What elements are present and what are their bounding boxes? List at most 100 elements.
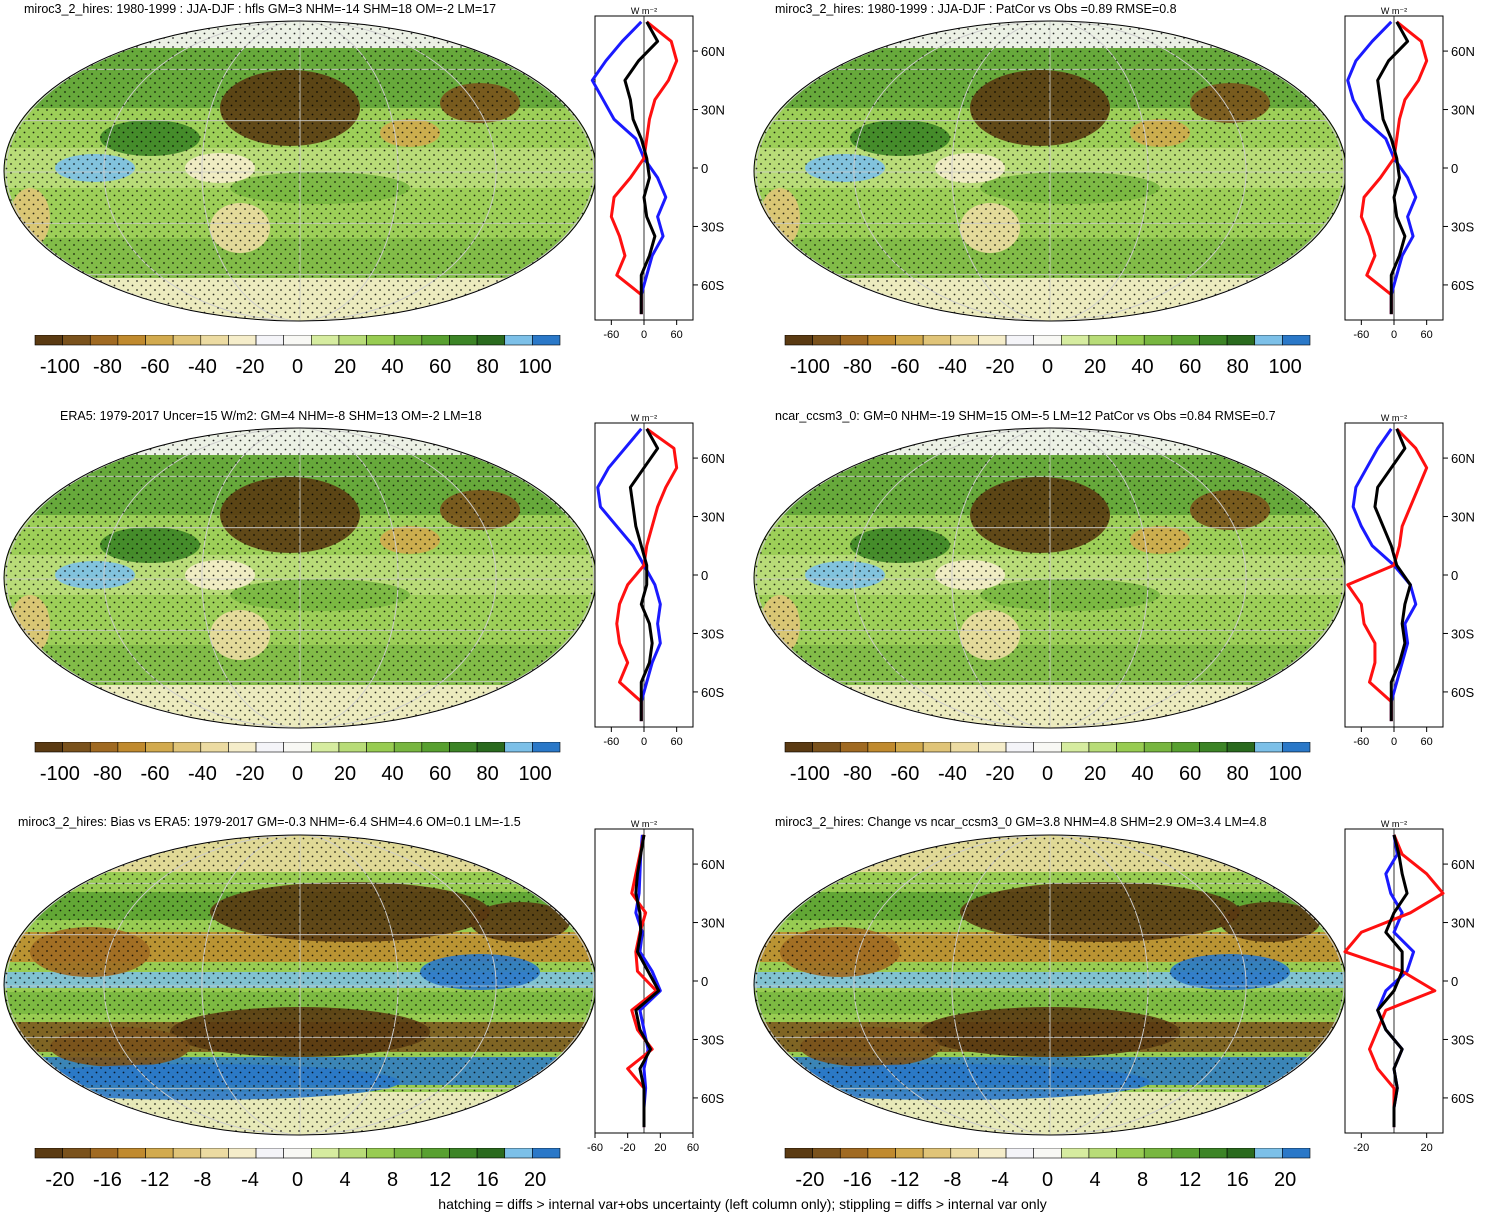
latitude-tick-label: 30N (701, 103, 725, 118)
colorbar-tick-label: -60 (140, 763, 169, 785)
colorbar-swatch (1033, 335, 1062, 346)
latitude-tick-label: 30S (701, 1032, 724, 1047)
colorbar-swatch (1005, 335, 1034, 346)
colorbar-tick-label: 60 (429, 356, 451, 378)
colorbar-swatch (1088, 335, 1117, 346)
colorbar-tick-label: -100 (790, 356, 830, 378)
colorbar-tick-label: -16 (843, 1169, 872, 1191)
colorbar-tick-label: -80 (93, 356, 122, 378)
colorbar-swatch (62, 742, 91, 753)
colorbar-tick-label: 20 (1084, 763, 1106, 785)
colorbar-swatch (1282, 742, 1311, 753)
panel-title: miroc3_2_hires: Change vs ncar_ccsm3_0 G… (775, 815, 1267, 829)
latitude-tick-label: 30N (1451, 916, 1475, 931)
profile-series-red (626, 834, 658, 1128)
colorbar-swatch (117, 335, 146, 346)
colorbar-tick-label: 100 (518, 356, 551, 378)
colorbar-swatch (200, 742, 229, 753)
colorbar-tick-label: 8 (1137, 1169, 1148, 1191)
colorbar-swatch (62, 335, 91, 346)
colorbar-tick-label: 20 (334, 763, 356, 785)
colorbar-swatch (200, 1148, 229, 1159)
colorbar-swatch (1143, 1148, 1173, 1159)
latitude-tick-label: 0 (1451, 974, 1458, 989)
latitude-tick-label: 60N (701, 857, 725, 872)
colorbar-swatch (922, 1148, 952, 1159)
colorbar-swatch (449, 335, 478, 346)
colorbar-swatch (228, 742, 257, 753)
colorbar-swatch (255, 742, 284, 753)
colorbar-tick-label: -16 (93, 1169, 122, 1191)
colorbar-swatch (532, 335, 561, 346)
colorbar-swatch (978, 1148, 1007, 1159)
colorbar-swatch (1282, 335, 1311, 346)
colorbar-swatch (1171, 742, 1200, 753)
colorbar-swatch (89, 1148, 119, 1159)
colorbar-swatch (449, 1148, 478, 1159)
x-tick-label: -60 (603, 329, 619, 341)
latitude-tick-label: 60N (701, 44, 725, 59)
zonal-profile-plot: W m⁻² 60N 30N 0 30S 60S -60 0 60 (590, 6, 725, 341)
profile-series-red (609, 20, 679, 315)
zonal-profile-plot: W m⁻² 60N 30N 0 30S 60S -20 20 (1343, 819, 1475, 1154)
x-tick-label: -60 (1353, 736, 1369, 748)
colorbar-swatch (1143, 742, 1173, 753)
panel-title: miroc3_2_hires: 1980-1999 : JJA-DJF : Pa… (775, 2, 1177, 16)
colorbar-swatch (117, 1148, 146, 1159)
colorbar-swatch (283, 335, 312, 346)
latitude-tick-label: 60S (701, 278, 724, 293)
colorbar-swatch (34, 335, 63, 346)
map-panel (3, 427, 597, 729)
latitude-tick-label: 30S (1451, 626, 1474, 641)
colorbar-tick-label: -80 (93, 763, 122, 785)
colorbar-swatch (89, 335, 119, 346)
latitude-tick-label: 60S (701, 685, 724, 700)
colorbar-tick-label: 0 (1042, 1169, 1053, 1191)
map-panel (3, 834, 597, 1136)
zonal-profile-plot: W m⁻² 60N 30N 0 30S 60S -60 0 60 (1344, 6, 1475, 341)
colorbar-swatch (784, 335, 813, 346)
colorbar-tick-label: -80 (843, 763, 872, 785)
colorbar-swatch (172, 335, 202, 346)
colorbar-swatch (366, 1148, 395, 1159)
latitude-tick-label: 0 (1451, 568, 1458, 583)
colorbar-tick-label: 100 (1268, 356, 1301, 378)
colorbar-tick-label: 16 (476, 1169, 498, 1191)
colorbar-swatch (1254, 335, 1283, 346)
panel-title: miroc3_2_hires: Bias vs ERA5: 1979-2017 … (18, 815, 521, 829)
colorbar-swatch (812, 335, 841, 346)
colorbar-swatch (476, 1148, 506, 1159)
colorbar-swatch (1061, 1148, 1090, 1159)
profile-series-blue (1346, 20, 1418, 315)
colorbar-swatch (950, 742, 979, 753)
colorbar-swatch (338, 742, 367, 753)
colorbar: -20 -16 -12 -8 -4 0 4 8 12 16 20 (34, 1148, 561, 1191)
zonal-profile-plot: W m⁻² 60N 30N 0 30S 60S -60 0 60 (594, 413, 725, 748)
colorbar-tick-label: 60 (1179, 763, 1201, 785)
colorbar-swatch (895, 742, 924, 753)
colorbar-swatch (950, 335, 979, 346)
x-tick-label: 0 (1391, 736, 1397, 748)
profile-series-black (628, 428, 660, 722)
colorbar-tick-label: 0 (292, 1169, 303, 1191)
colorbar-swatch (978, 335, 1007, 346)
profile-series-black (623, 21, 660, 315)
colorbar-tick-label: -4 (241, 1169, 259, 1191)
colorbar-swatch (145, 335, 174, 346)
colorbar-swatch (504, 742, 533, 753)
colorbar-tick-label: -20 (986, 356, 1015, 378)
latitude-tick-label: 30N (701, 916, 725, 931)
colorbar: -100 -80 -60 -40 -20 0 20 40 60 80 100 (784, 335, 1311, 378)
map-panel (3, 20, 597, 322)
latitude-tick-label: 60S (1451, 1091, 1474, 1106)
colorbar-tick-label: -20 (795, 1169, 824, 1191)
colorbar-swatch (393, 1148, 423, 1159)
latitude-tick-label: 60S (1451, 685, 1474, 700)
colorbar-tick-label: 40 (381, 356, 403, 378)
latitude-tick-label: 30N (1451, 510, 1475, 525)
colorbar-swatch (1116, 742, 1145, 753)
colorbar-swatch (228, 335, 257, 346)
colorbar-swatch (839, 742, 869, 753)
colorbar-tick-label: -40 (188, 763, 217, 785)
profile-series-black (1376, 21, 1410, 315)
